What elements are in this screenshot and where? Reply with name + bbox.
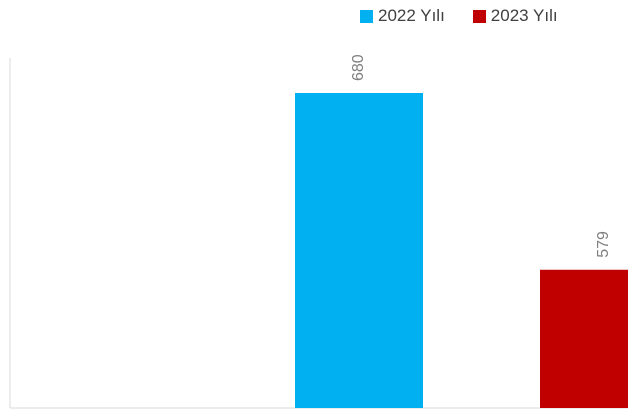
legend-label-2023: 2023 Yılı xyxy=(490,6,558,25)
chart-legend: 2022 Yılı 2023 Yılı xyxy=(360,6,558,26)
legend-swatch-2023 xyxy=(472,9,486,23)
bar-2023 xyxy=(540,269,628,408)
bars-group: 680 579 xyxy=(295,54,628,408)
bar-2022 xyxy=(295,93,423,408)
data-label-2023: 579 xyxy=(595,231,612,258)
data-label-2022: 680 xyxy=(350,54,367,81)
legend-label-2022: 2022 Yılı xyxy=(378,6,445,25)
legend-item-2022: 2022 Yılı xyxy=(360,6,445,26)
legend-swatch-2022 xyxy=(360,9,373,23)
legend-item-2023: 2023 Yılı xyxy=(472,6,558,26)
